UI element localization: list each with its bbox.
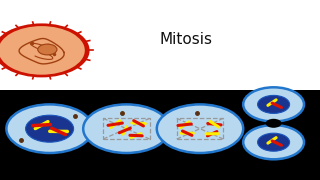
Bar: [103, 118, 150, 139]
Circle shape: [83, 104, 170, 153]
Bar: [0, 0, 320, 90]
Circle shape: [0, 26, 85, 75]
Circle shape: [157, 104, 243, 153]
Circle shape: [0, 23, 90, 77]
Circle shape: [266, 119, 282, 128]
Circle shape: [258, 95, 290, 113]
Text: Mitosis: Mitosis: [159, 32, 212, 47]
Circle shape: [258, 133, 290, 151]
Circle shape: [243, 87, 304, 122]
Circle shape: [243, 125, 304, 159]
Bar: [177, 118, 223, 139]
Circle shape: [6, 104, 93, 153]
Circle shape: [26, 115, 74, 142]
Circle shape: [38, 44, 57, 55]
